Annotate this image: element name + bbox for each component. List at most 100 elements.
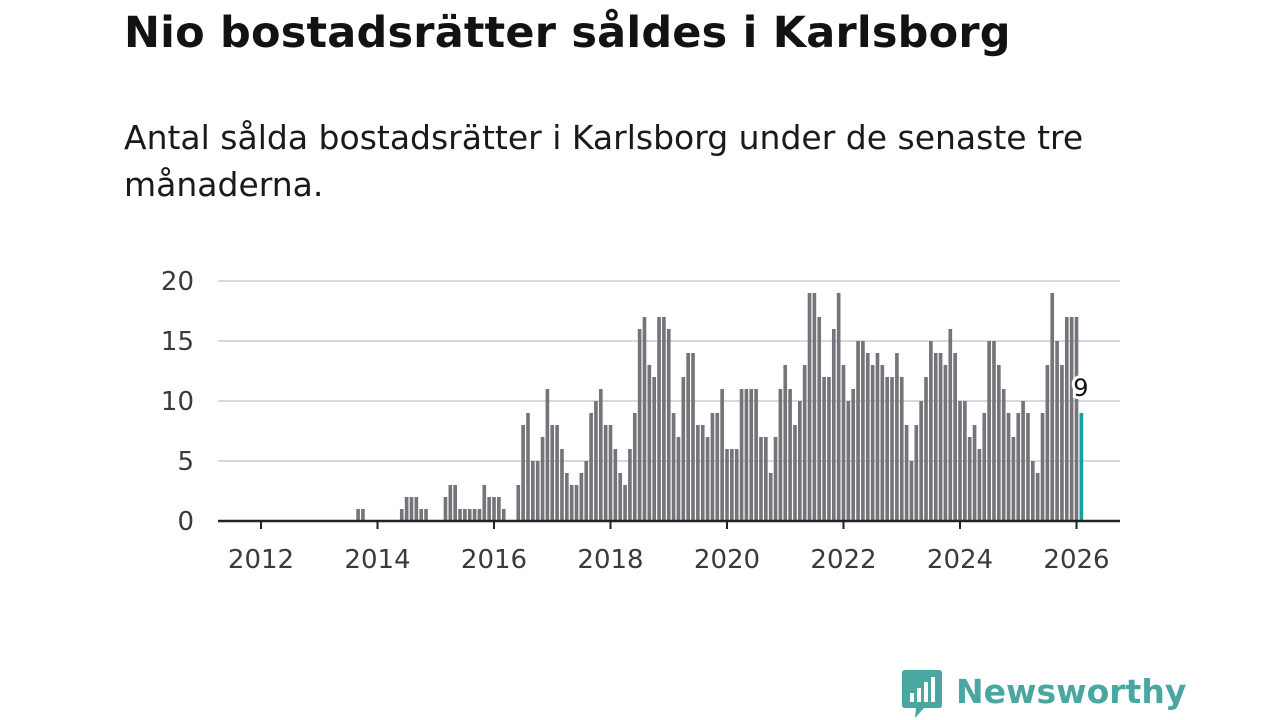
bar — [778, 389, 783, 521]
x-tick-label: 2026 — [1043, 545, 1109, 575]
bar — [788, 389, 792, 521]
bar — [730, 449, 734, 521]
x-tick-label: 2014 — [344, 545, 410, 575]
bar — [904, 425, 909, 521]
bar — [793, 425, 797, 521]
bar — [662, 317, 666, 521]
bar — [836, 293, 841, 521]
bar — [555, 425, 559, 521]
bar — [885, 377, 890, 521]
bar — [569, 485, 574, 521]
bar — [603, 425, 608, 521]
bar — [1074, 317, 1079, 521]
y-tick-label: 10 — [161, 387, 194, 417]
bar — [856, 341, 860, 521]
bar — [967, 437, 972, 521]
bar — [560, 449, 564, 521]
bar — [822, 377, 826, 521]
bar — [744, 389, 749, 521]
chart-subtitle: Antal sålda bostadsrätter i Karlsborg un… — [124, 118, 1084, 204]
bar — [861, 341, 865, 521]
bar — [666, 329, 671, 521]
bar — [657, 317, 661, 521]
bar — [1006, 413, 1011, 521]
bar — [399, 509, 404, 521]
bar — [846, 401, 851, 521]
y-tick-label: 0 — [177, 507, 194, 537]
bar — [938, 353, 943, 521]
bar — [933, 353, 938, 521]
bar — [492, 497, 496, 521]
bar — [710, 413, 715, 521]
bar — [739, 389, 744, 521]
newsworthy-logo: Newsworthy — [902, 670, 1186, 720]
bar — [817, 317, 822, 521]
bar — [890, 377, 894, 521]
bar — [540, 437, 545, 521]
bar — [759, 437, 763, 521]
bar — [1069, 317, 1074, 521]
bar — [802, 365, 807, 521]
x-tick-label: 2024 — [927, 545, 993, 575]
bar — [482, 485, 487, 521]
bar — [477, 509, 482, 521]
highlight-bar — [1079, 413, 1084, 521]
bar — [574, 485, 579, 521]
bar — [1064, 317, 1069, 521]
bar — [865, 353, 870, 521]
bar — [409, 497, 414, 521]
bar — [851, 389, 856, 521]
bar — [516, 485, 521, 521]
bar — [919, 401, 923, 521]
bar — [875, 353, 880, 521]
bar — [797, 401, 802, 521]
bar — [472, 509, 477, 521]
bar — [414, 497, 419, 521]
bar — [1011, 437, 1016, 521]
bar — [463, 509, 467, 521]
bar — [443, 497, 448, 521]
bar — [356, 509, 360, 521]
bar — [958, 401, 962, 521]
bar — [550, 425, 555, 521]
bar — [773, 437, 778, 521]
bar — [1050, 293, 1055, 521]
bar — [497, 497, 501, 521]
bar — [671, 413, 676, 521]
bar — [1045, 365, 1050, 521]
bar — [972, 425, 977, 521]
bar — [1026, 413, 1030, 521]
bar — [953, 353, 957, 521]
bar — [987, 341, 991, 521]
bar — [1040, 413, 1045, 521]
bar — [977, 449, 982, 521]
bar — [467, 509, 472, 521]
bar — [584, 461, 589, 521]
bar — [652, 377, 657, 521]
bar — [535, 461, 540, 521]
y-tick-label: 15 — [161, 327, 194, 357]
bar — [1021, 401, 1025, 521]
bar — [909, 461, 914, 521]
bar — [647, 365, 652, 521]
bar — [642, 317, 647, 521]
bar — [1060, 365, 1064, 521]
bar — [676, 437, 681, 521]
bar — [992, 341, 996, 521]
bar — [764, 437, 768, 521]
bar — [637, 329, 642, 521]
bar — [807, 293, 812, 521]
bar — [531, 461, 535, 521]
bar — [608, 425, 613, 521]
bar-chart-speech-bubble-icon — [902, 670, 942, 718]
bar — [768, 473, 773, 521]
bar — [598, 389, 603, 521]
x-tick-label: 2018 — [577, 545, 643, 575]
bar — [632, 413, 637, 521]
bar — [929, 341, 933, 521]
bar — [700, 425, 705, 521]
bar — [1001, 389, 1006, 521]
bar — [914, 425, 919, 521]
bar — [424, 509, 428, 521]
